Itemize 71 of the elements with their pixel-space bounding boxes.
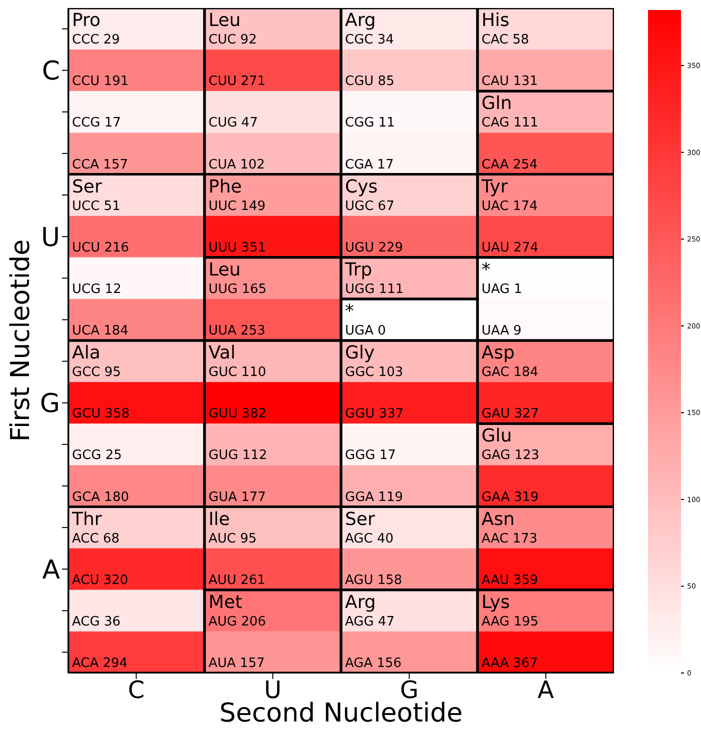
data-label: Glu GAG 123 (482, 426, 540, 464)
data-label: Ser UCC 51 (72, 176, 120, 214)
data-label: Asp GAC 184 (482, 342, 538, 380)
data-label: Ser AGC 40 (345, 508, 394, 546)
data-label: UCA 184 (72, 324, 128, 338)
data-label: Gln CAG 111 (482, 93, 538, 131)
data-label: CAU 131 (482, 74, 538, 90)
data-label: GAU 327 (482, 406, 539, 422)
data-label: GAA 319 (482, 490, 539, 505)
data-label: GUG 112 (208, 448, 268, 464)
data-label: CUA 102 (208, 157, 265, 172)
y-axis-title: First Nucleotide (6, 239, 36, 442)
data-label: AAA 367 (482, 656, 538, 671)
data-label: GGU 337 (345, 406, 404, 422)
data-label: Val GUC 110 (208, 342, 266, 380)
data-label: AAU 359 (482, 572, 538, 588)
data-label: CUU 271 (208, 74, 266, 90)
data-label: * UAG 1 (482, 259, 522, 297)
data-label: Pro CCC 29 (72, 10, 120, 48)
data-label: CCA 157 (72, 157, 128, 172)
data-label: GCA 180 (72, 490, 129, 505)
data-label: CAA 254 (482, 157, 538, 172)
data-label: CCG 17 (72, 116, 121, 131)
data-label: GCG 25 (72, 448, 122, 464)
data-label: CUG 47 (208, 116, 258, 131)
y-tick-label: G (40, 389, 60, 420)
data-label: AUA 157 (208, 656, 265, 671)
data-label: UCU 216 (72, 240, 130, 256)
data-label: Met AUG 206 (208, 592, 266, 630)
data-label: CGG 11 (345, 116, 395, 131)
data-label: CCU 191 (72, 74, 129, 90)
data-label: His CAC 58 (482, 10, 529, 48)
data-label: Thr ACC 68 (71, 508, 120, 546)
data-label: GUA 177 (208, 490, 266, 505)
data-label: UAU 274 (482, 240, 538, 256)
data-label: ACA 294 (72, 656, 128, 671)
data-label: Ala GCC 95 (72, 342, 121, 380)
data-label: ACG 36 (72, 614, 120, 630)
data-label: AGA 156 (345, 656, 402, 671)
data-label: Leu CUC 92 (208, 10, 257, 48)
data-label: Ile AUC 95 (208, 508, 257, 546)
data-label: Lys AAG 195 (482, 592, 538, 630)
data-label: CGA 17 (345, 157, 394, 172)
y-tick-label: U (40, 222, 60, 253)
data-label: UUU 351 (208, 240, 266, 256)
data-label: * UGA 0 (345, 300, 386, 338)
data-label: Phe UUC 149 (208, 176, 266, 214)
data-label: GGG 17 (345, 448, 396, 464)
data-label: ACU 320 (72, 572, 128, 588)
data-label: UAA 9 (482, 324, 522, 338)
x-tick-label: A (538, 676, 555, 704)
data-label: Asn AAC 173 (482, 508, 538, 546)
data-label: Tyr UAC 174 (480, 176, 538, 214)
y-tick-label: C (42, 56, 60, 87)
data-label: Arg CGC 34 (345, 10, 394, 48)
data-label: UUA 253 (208, 324, 266, 338)
data-label: CGU 85 (345, 74, 394, 90)
data-label: UGU 229 (345, 240, 404, 256)
data-label: GUU 382 (208, 406, 267, 422)
data-label: GGA 119 (345, 490, 403, 505)
x-tick-label: C (128, 676, 145, 704)
data-label: Gly GGC 103 (345, 342, 404, 380)
data-label: GCU 358 (72, 406, 130, 422)
data-label: Cys UGC 67 (345, 176, 394, 214)
data-label: AUU 261 (208, 572, 266, 588)
data-label: Trp UGG 111 (344, 259, 404, 297)
data-label: Leu UUG 165 (208, 259, 267, 297)
data-label: UCG 12 (72, 282, 122, 297)
data-label: AGU 158 (345, 572, 402, 588)
data-label: Arg AGG 47 (345, 592, 394, 630)
y-tick-label: A (42, 555, 60, 586)
